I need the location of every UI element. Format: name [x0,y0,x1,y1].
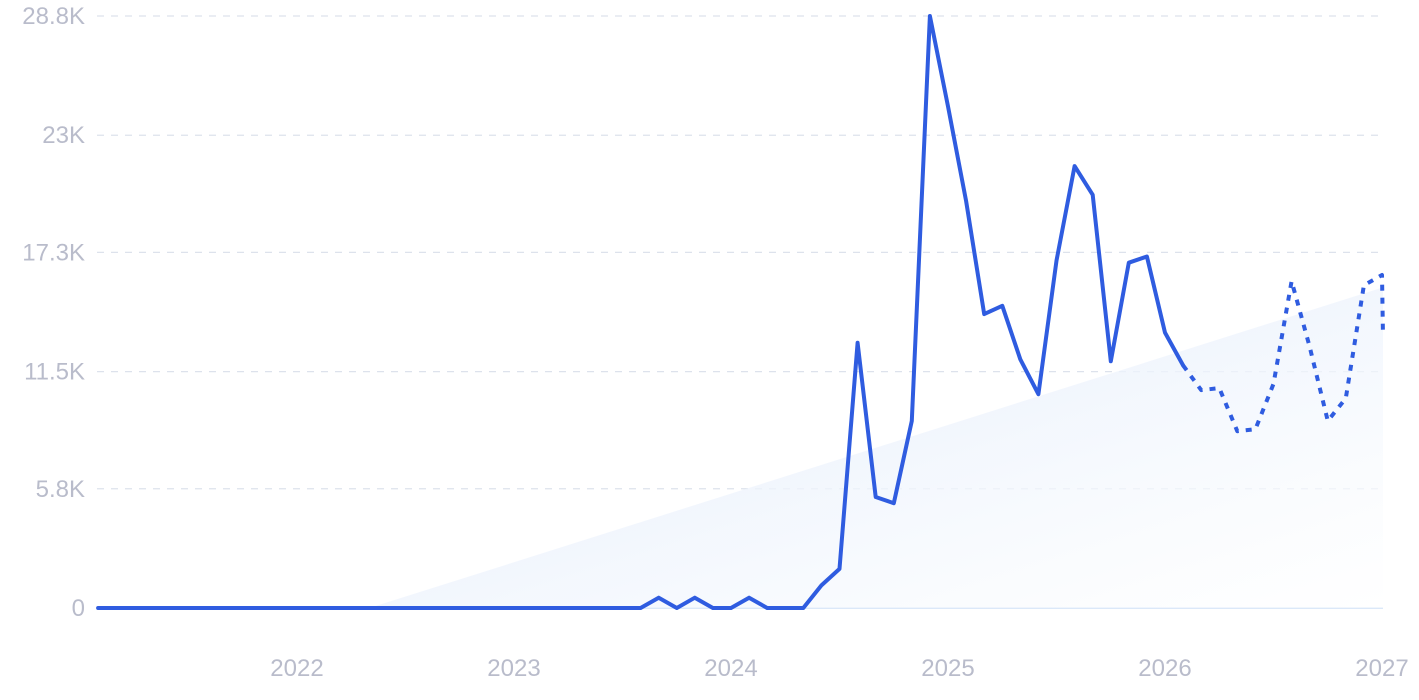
y-tick-label: 0 [72,595,85,622]
trend-area-shape [369,287,1383,608]
x-tick-label: 2026 [1138,655,1191,682]
y-tick-label: 28.8K [22,3,85,30]
x-tick-label: 2025 [921,655,974,682]
y-axis-ticks: 0 5.8K 11.5K 17.3K 23K 28.8K [22,3,85,622]
x-tick-label: 2022 [270,655,323,682]
y-tick-label: 23K [42,122,85,149]
series-lines [96,14,1385,610]
x-axis-ticks: 2022 2023 2024 2025 2026 2027 [270,655,1408,682]
y-tick-label: 11.5K [24,359,85,386]
x-tick-label: 2024 [704,655,757,682]
y-tick-label: 5.8K [36,476,85,503]
trend-area [369,287,1383,608]
y-tick-label: 17.3K [22,239,85,266]
actual-line [96,14,1186,610]
x-tick-label: 2023 [487,655,540,682]
x-tick-label: 2027 [1355,655,1408,682]
